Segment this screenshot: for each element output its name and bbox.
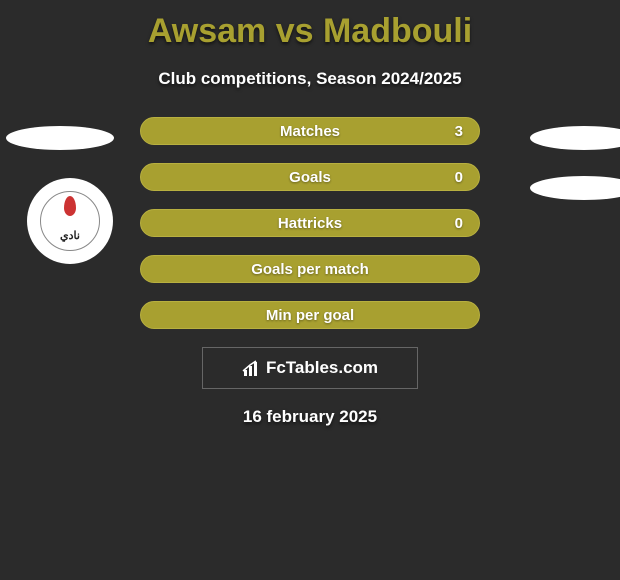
stat-label: Goals per match [251, 261, 369, 278]
stat-label: Matches [280, 123, 340, 140]
stat-value: 0 [455, 215, 463, 232]
stat-bar-matches: Matches 3 [140, 117, 480, 145]
stat-label: Goals [289, 169, 331, 186]
away-badge-placeholder-2 [530, 176, 620, 200]
subtitle-text: Club competitions, Season 2024/2025 [0, 69, 620, 89]
stat-label: Min per goal [266, 307, 354, 324]
stat-bar-goals-per-match: Goals per match [140, 255, 480, 283]
stat-bar-min-per-goal: Min per goal [140, 301, 480, 329]
stat-bar-goals: Goals 0 [140, 163, 480, 191]
stat-bar-hattricks: Hattricks 0 [140, 209, 480, 237]
page-title: Awsam vs Madbouli [0, 0, 620, 51]
home-club-badge: نادي [27, 178, 113, 264]
away-badge-placeholder-1 [530, 126, 620, 150]
branding-logo: FcTables.com [242, 358, 378, 378]
club-flame-icon [64, 196, 76, 216]
club-badge-inner: نادي [40, 191, 100, 251]
stat-label: Hattricks [278, 215, 342, 232]
stat-value: 3 [455, 123, 463, 140]
stat-value: 0 [455, 169, 463, 186]
club-arabic-label: نادي [60, 229, 80, 242]
chart-icon [242, 360, 262, 376]
footer-date: 16 february 2025 [0, 407, 620, 427]
home-badge-placeholder-1 [6, 126, 114, 150]
stats-container: Matches 3 Goals 0 Hattricks 0 Goals per … [140, 117, 480, 329]
branding-box: FcTables.com [202, 347, 418, 389]
branding-text: FcTables.com [266, 358, 378, 378]
